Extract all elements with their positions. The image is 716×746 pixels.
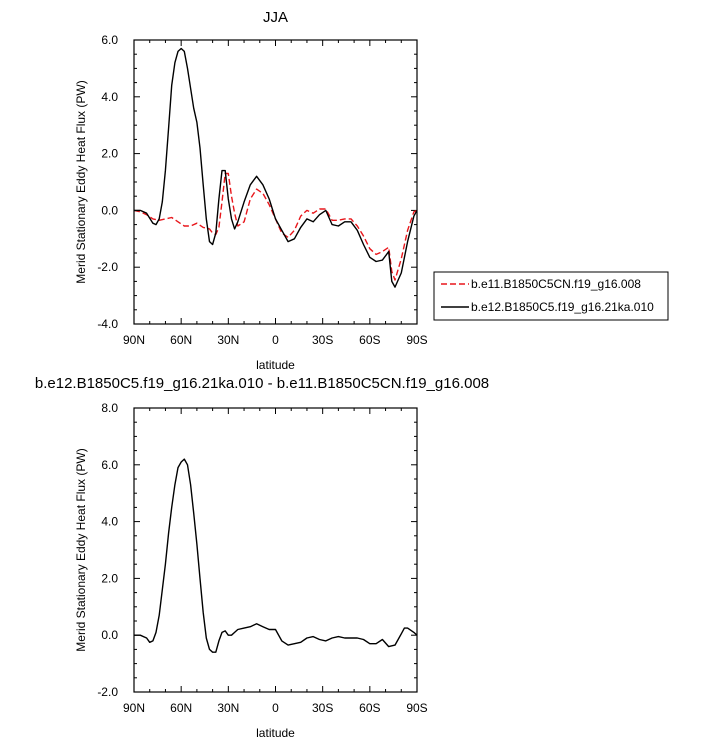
top-series-line-1 [134, 47, 418, 288]
top-x-tick-label: 90N [123, 333, 145, 347]
bottom-y-tick-label: -2.0 [97, 685, 118, 699]
bottom-x-tick-label: 0 [272, 701, 279, 715]
top-x-tick-label: 60N [170, 333, 192, 347]
bottom-x-tick-label: 30S [312, 701, 333, 715]
top-y-tick-label: -2.0 [97, 260, 118, 274]
bottom-ticks: 90N 60N 30N 0 30S 60S 90S -2.0 0.0 2.0 4.0 6.0 8.0 [97, 401, 427, 715]
legend: b.e11.B1850C5CN.f19_g16.008 b.e12.B1850C… [433, 271, 669, 321]
top-panel: JJA Merid Stationary Eddy Heat Flux (PW)… [74, 9, 428, 372]
top-x-tick-label: 0 [272, 333, 279, 347]
bottom-plot-frame [133, 407, 418, 693]
bottom-y-axis-label: Merid Stationary Eddy Heat Flux (PW) [74, 448, 88, 651]
legend-label-lgm: b.e12.B1850C5.f19_g16.21ka.010 [471, 300, 654, 314]
bottom-x-tick-label: 60N [170, 701, 192, 715]
bottom-x-tick-label: 60S [359, 701, 380, 715]
top-ticks: 90N 60N 30N 0 30S 60S 90S -4.0 -2.0 0.0 2.0 4.0 6.0 [97, 33, 427, 347]
top-x-tick-label: 90S [406, 333, 427, 347]
bottom-x-tick-label: 30N [217, 701, 239, 715]
legend-box [433, 271, 669, 321]
bottom-panel: b.e12.B1850C5.f19_g16.21ka.010 - b.e11.B… [35, 375, 489, 740]
bottom-y-tick-label: 6.0 [101, 458, 118, 472]
bottom-y-tick-label: 0.0 [101, 628, 118, 642]
top-lines [133, 47, 418, 288]
bottom-x-axis-label: latitude [256, 726, 295, 740]
top-x-tick-label: 60S [359, 333, 380, 347]
top-chart-title: JJA [263, 9, 288, 26]
bottom-y-tick-label: 4.0 [101, 515, 118, 529]
top-series-line-0 [133, 172, 418, 281]
bottom-x-tick-label: 90N [123, 701, 145, 715]
top-x-tick-label: 30S [312, 333, 333, 347]
bottom-chart-title: b.e12.B1850C5.f19_g16.21ka.010 - b.e11.B… [35, 375, 489, 392]
legend-label-control: b.e11.B1850C5CN.f19_g16.008 [471, 277, 641, 291]
top-y-axis-label: Merid Stationary Eddy Heat Flux (PW) [74, 80, 88, 283]
top-y-tick-label: 0.0 [101, 203, 118, 217]
top-x-tick-label: 30N [217, 333, 239, 347]
bottom-series-line-0 [134, 458, 418, 653]
bottom-x-tick-label: 90S [406, 701, 427, 715]
top-y-tick-label: 6.0 [101, 33, 118, 47]
bottom-lines [134, 458, 418, 653]
top-y-tick-label: 4.0 [101, 90, 118, 104]
top-plot-frame [133, 39, 418, 325]
top-y-tick-label: -4.0 [97, 317, 118, 331]
top-x-axis-label: latitude [256, 358, 295, 372]
bottom-y-tick-label: 2.0 [101, 571, 118, 585]
bottom-y-tick-label: 8.0 [101, 401, 118, 415]
top-y-tick-label: 2.0 [101, 147, 118, 161]
